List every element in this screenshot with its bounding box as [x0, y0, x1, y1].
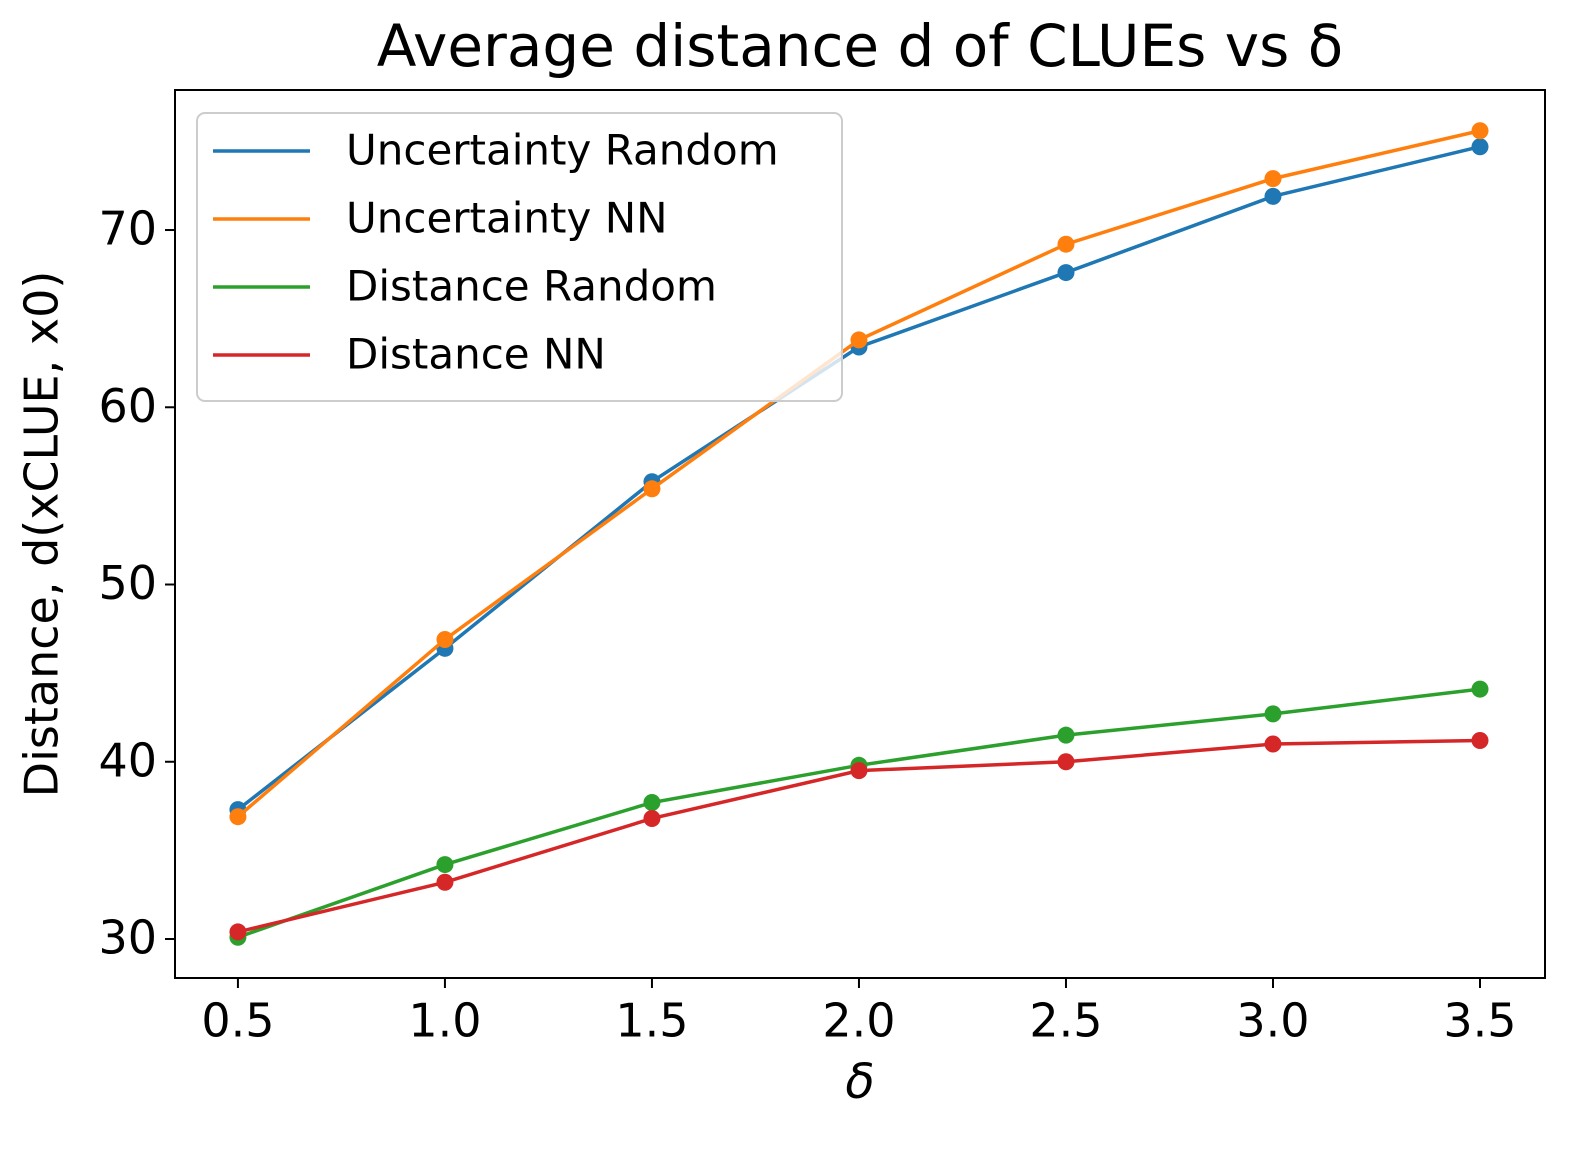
- data-point: [229, 923, 247, 941]
- x-tick-label: 2.5: [1029, 994, 1102, 1048]
- data-point: [643, 794, 661, 812]
- x-tick-label: 1.0: [408, 994, 481, 1048]
- legend-label: Uncertainty NN: [346, 194, 668, 243]
- data-point: [1264, 187, 1282, 205]
- data-point: [850, 762, 868, 780]
- x-tick-label: 3.0: [1236, 994, 1309, 1048]
- data-point: [1471, 122, 1489, 140]
- y-tick-label: 30: [98, 911, 157, 965]
- y-tick-label: 70: [98, 202, 157, 256]
- data-point: [1471, 731, 1489, 749]
- data-point: [1264, 735, 1282, 753]
- y-tick-label: 40: [98, 733, 157, 787]
- legend-label: Distance Random: [346, 262, 717, 311]
- data-point: [1471, 680, 1489, 698]
- plot-frame: [174, 89, 1546, 979]
- data-point: [1264, 705, 1282, 723]
- x-tick-label: 1.5: [615, 994, 688, 1048]
- chart-title: Average distance d of CLUEs vs δ: [377, 12, 1344, 80]
- data-point: [1057, 264, 1075, 282]
- legend-label: Distance NN: [346, 330, 606, 379]
- y-tick-label: 60: [98, 379, 157, 433]
- y-tick-label: 50: [98, 556, 157, 610]
- data-point: [436, 856, 454, 874]
- series-line: [237, 687, 1481, 939]
- x-tick-label: 3.5: [1443, 994, 1516, 1048]
- x-tick-label: 0.5: [201, 994, 274, 1048]
- data-point: [850, 331, 868, 349]
- y-axis-label: Distance, d(xCLUE, x0): [15, 271, 69, 798]
- data-point: [1057, 726, 1075, 744]
- legend-label: Uncertainty Random: [346, 126, 779, 175]
- data-point: [436, 873, 454, 891]
- data-point: [1057, 235, 1075, 253]
- data-point: [229, 808, 247, 826]
- x-axis-label: δ: [845, 1054, 874, 1110]
- data-point: [643, 809, 661, 827]
- data-point: [1471, 138, 1489, 156]
- legend-box: [196, 112, 843, 402]
- x-tick-label: 2.0: [822, 994, 895, 1048]
- data-point: [1264, 170, 1282, 188]
- data-point: [643, 480, 661, 498]
- data-point: [1057, 753, 1075, 771]
- data-point: [436, 630, 454, 648]
